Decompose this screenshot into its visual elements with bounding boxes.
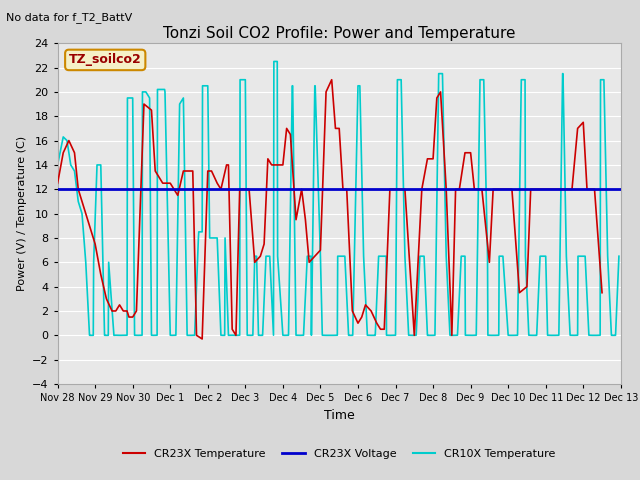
Y-axis label: Power (V) / Temperature (C): Power (V) / Temperature (C) bbox=[17, 136, 26, 291]
X-axis label: Time: Time bbox=[324, 408, 355, 421]
Text: No data for f_T2_BattV: No data for f_T2_BattV bbox=[6, 12, 132, 23]
Text: TZ_soilco2: TZ_soilco2 bbox=[69, 53, 141, 66]
Legend: CR23X Temperature, CR23X Voltage, CR10X Temperature: CR23X Temperature, CR23X Voltage, CR10X … bbox=[118, 445, 560, 464]
Title: Tonzi Soil CO2 Profile: Power and Temperature: Tonzi Soil CO2 Profile: Power and Temper… bbox=[163, 25, 515, 41]
